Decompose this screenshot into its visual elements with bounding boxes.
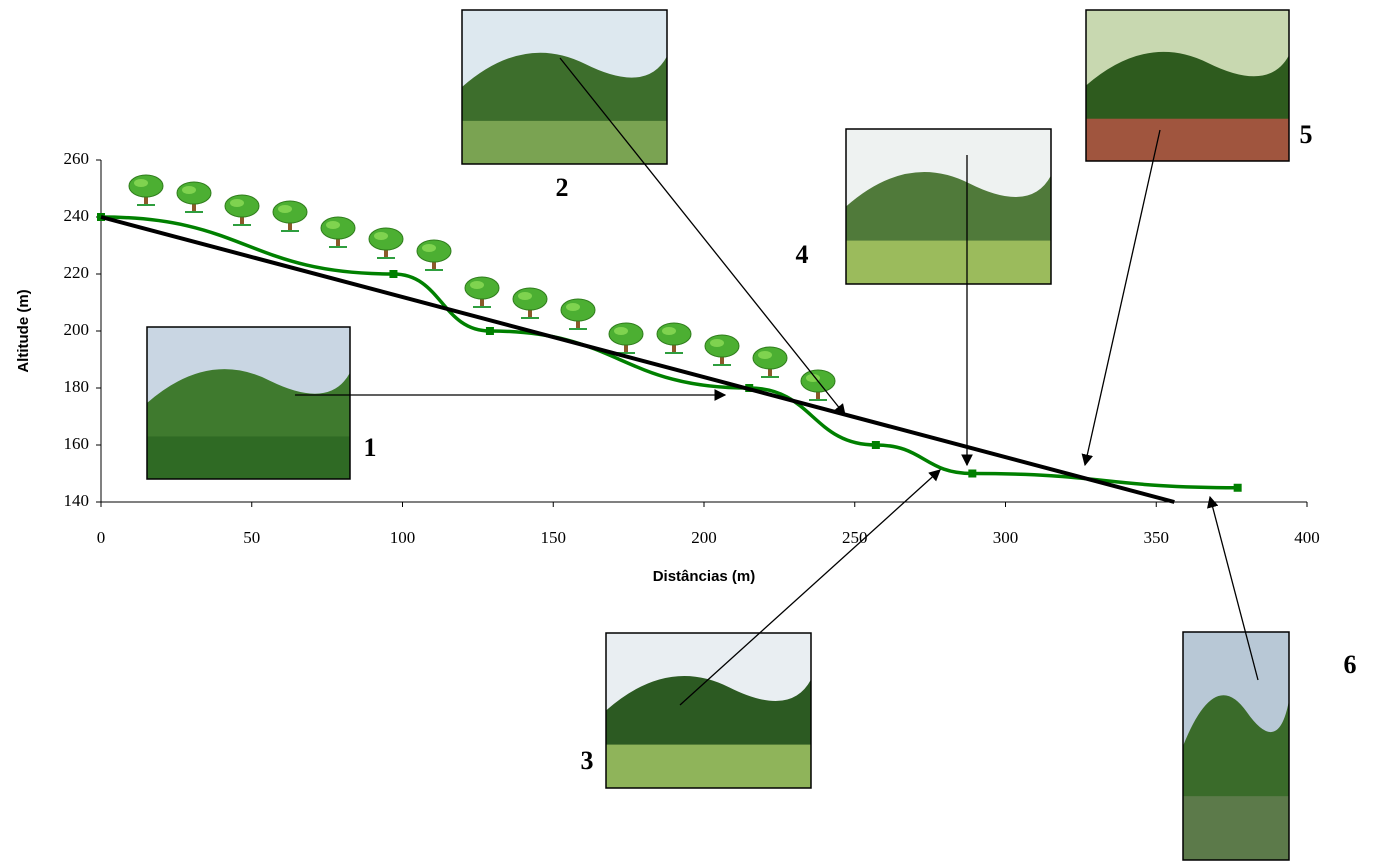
photo-frame [461,9,668,165]
arrow [679,469,941,706]
y-tick-label: 240 [64,206,90,225]
crown-hi [710,339,724,347]
crown [176,181,212,205]
tree-icon [704,334,740,366]
tree-icon [176,181,212,213]
photo [146,326,351,480]
point-marker [1233,483,1242,492]
x-tick-label: 150 [541,528,567,547]
crown-hi [278,205,292,213]
series-line [100,215,1238,490]
tree-icon [272,200,308,232]
y-tick-label: 180 [64,377,90,396]
crown [656,322,692,346]
crown [128,174,164,198]
tree-icon [512,287,548,319]
crown-hi [134,179,148,187]
x-tick-label: 400 [1294,528,1320,547]
crown [320,216,356,240]
crown-hi [470,281,484,289]
crown [512,287,548,311]
photo-ground [1183,796,1289,860]
arrow [1207,495,1259,681]
x-tick-label: 250 [842,528,868,547]
crown-hi [614,327,628,335]
crown [752,346,788,370]
crown-hi [662,327,676,335]
x-tick-label: 50 [243,528,260,547]
photo [1182,631,1290,861]
tree-icon [656,322,692,354]
crown [464,276,500,300]
crown-hi [518,292,532,300]
point-marker [389,270,398,278]
photo-frame [1085,9,1290,162]
point-marker [871,441,880,449]
photo-frame [146,326,351,480]
crown [368,227,404,251]
crown [704,334,740,358]
photo [461,9,668,165]
crown [224,194,260,218]
photo [1085,9,1290,162]
tree-icon [368,227,404,259]
crown-hi [230,199,244,207]
photo-number: 5 [1300,120,1313,149]
arrow [1081,129,1161,467]
photo-number: 3 [581,746,594,775]
tree-icon [464,276,500,308]
y-axis-title: Altitude (m) [15,289,32,372]
tree-icon [224,194,260,226]
y-tick-label: 160 [64,434,90,453]
photo-frame [605,632,812,789]
tree-icon [320,216,356,248]
x-tick-label: 100 [390,528,416,547]
photo-frame [845,128,1052,285]
y-tick-label: 200 [64,320,90,339]
tree-icon [752,346,788,378]
tree-icon [416,239,452,271]
crown-hi [758,351,772,359]
x-axis-title: Distâncias (m) [653,568,756,585]
photo [605,632,812,789]
photo-ground [846,240,1051,284]
x-tick-label: 200 [691,528,717,547]
crown [416,239,452,263]
crown [272,200,308,224]
crown-hi [422,244,436,252]
tree-icon [608,322,644,354]
series-line [100,215,1175,504]
crown-hi [566,303,580,311]
photo-ground [147,436,350,479]
photo-number: 4 [796,240,809,269]
y-tick-label: 260 [64,149,90,168]
point-marker [485,327,494,335]
crown-hi [374,232,388,240]
photo [845,128,1052,285]
y-tick-label: 140 [64,491,90,510]
photo-ground [1086,118,1289,161]
x-tick-label: 300 [993,528,1019,547]
photo-number: 6 [1344,650,1357,679]
tree-icon [128,174,164,206]
illustrations [128,174,836,401]
photo-number: 2 [556,173,569,202]
point-marker [968,469,977,478]
photo-number: 1 [364,433,377,462]
crown-hi [182,186,196,194]
arrow [559,57,846,416]
y-tick-label: 220 [64,263,90,282]
crown-hi [326,221,340,229]
photo-frame [1182,631,1290,861]
x-tick-label: 0 [97,528,106,547]
crown [608,322,644,346]
x-tick-label: 350 [1144,528,1170,547]
photo-ground [606,744,811,788]
photo-ground [462,120,667,164]
crown [560,298,596,322]
tree-icon [560,298,596,330]
